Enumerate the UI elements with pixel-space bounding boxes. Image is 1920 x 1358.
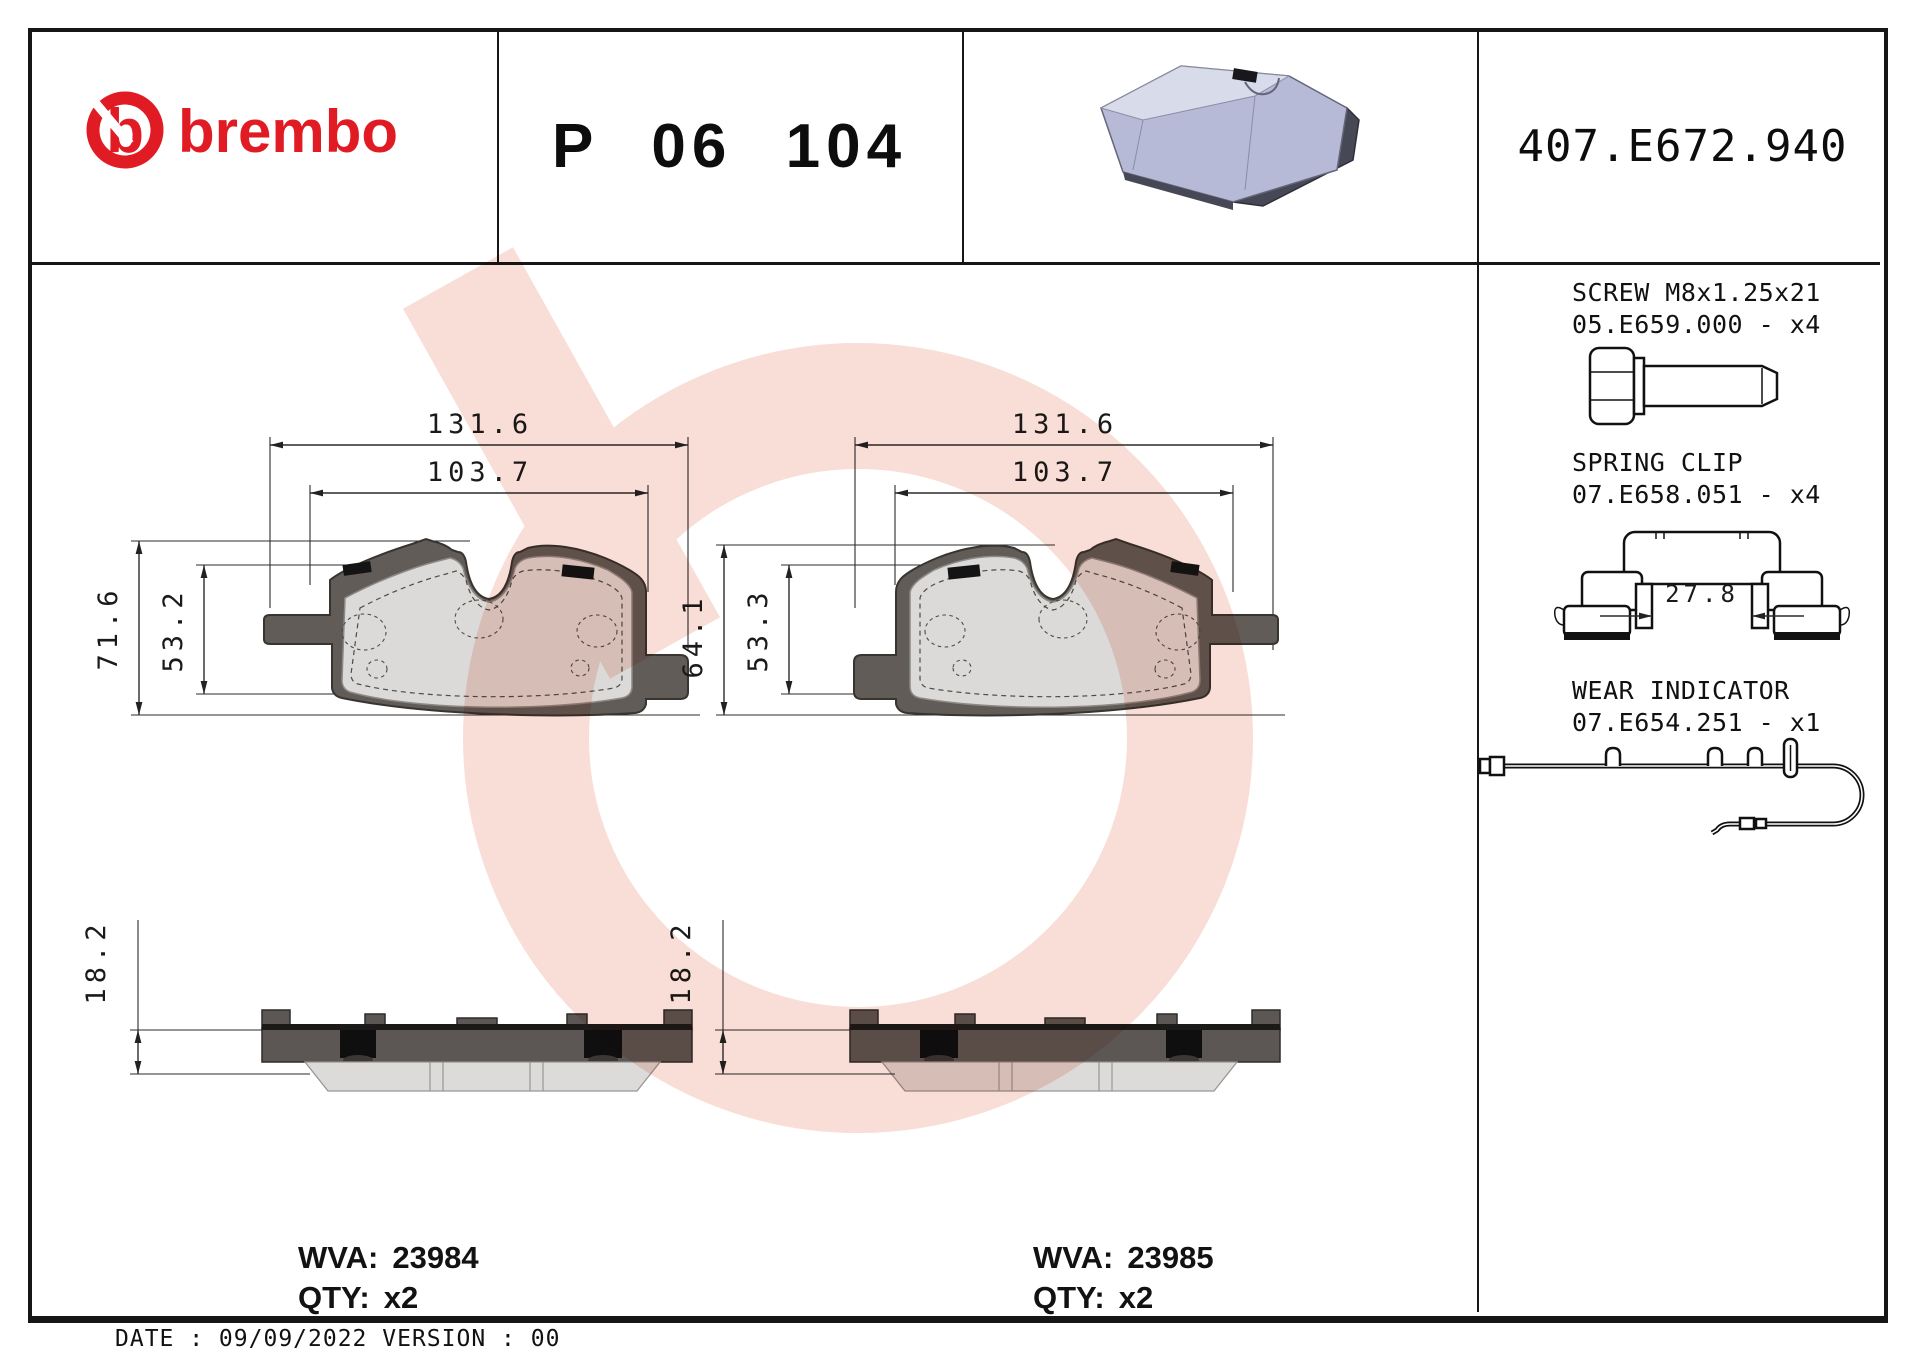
spring-clip-code: 07.E658.051 - x4 xyxy=(1572,480,1821,509)
wva-label: WVA: xyxy=(298,1240,379,1275)
partnumber-cell-divider xyxy=(962,32,964,262)
brake-pad-3d-icon xyxy=(1099,65,1360,210)
brembo-logo: b brembo xyxy=(80,78,410,187)
wva-value: 23985 xyxy=(1127,1240,1214,1275)
dim-overall-width-right: 131.6 xyxy=(1012,409,1118,440)
pad-drawing-right: 131.6 103.7 64.1 53.3 xyxy=(645,340,1345,1134)
dim-pad-width-left: 103.7 xyxy=(427,457,533,488)
screw-drawing xyxy=(1586,338,1791,442)
reference-cell: 407.E672.940 xyxy=(1477,30,1888,262)
qty-row: QTY: x2 xyxy=(298,1278,479,1318)
wva-label: WVA: xyxy=(1033,1240,1114,1275)
wva-block-right: WVA: 23985 QTY: x2 xyxy=(1033,1238,1214,1318)
dim-overall-height-right: 64.1 xyxy=(678,593,709,678)
spring-clip-title: SPRING CLIP xyxy=(1572,448,1744,477)
wva-block-left: WVA: 23984 QTY: x2 xyxy=(298,1238,479,1318)
dim-overall-width-left: 131.6 xyxy=(427,409,533,440)
screw-title: SCREW M8x1.25x21 xyxy=(1572,278,1821,307)
dim-pad-height-left: 53.2 xyxy=(158,587,189,672)
qty-value: x2 xyxy=(383,1280,419,1315)
dim-thickness-left: 18.2 xyxy=(81,919,112,1004)
dim-pad-width-right: 103.7 xyxy=(1012,457,1118,488)
brembo-logo-icon: b brembo xyxy=(84,91,398,169)
wear-indicator-drawing xyxy=(1478,733,1888,855)
dim-thickness-right: 18.2 xyxy=(666,919,697,1004)
date-version-line: DATE : 09/09/2022 VERSION : 00 xyxy=(115,1326,561,1352)
dim-overall-height-left: 71.6 xyxy=(93,585,124,670)
part-number: P 06 104 xyxy=(551,111,908,181)
sheet-border xyxy=(28,28,1888,1323)
header-divider-line xyxy=(32,262,1880,265)
pad-side-view xyxy=(261,1009,693,1092)
qty-value: x2 xyxy=(1118,1280,1154,1315)
reference-number: 407.E672.940 xyxy=(1517,120,1848,172)
wear-indicator-code: 07.E654.251 - x1 xyxy=(1572,708,1821,737)
logo-cell-divider xyxy=(497,32,499,262)
pad-side-view xyxy=(849,1009,1281,1092)
spring-clip-drawing: 27.8 xyxy=(1552,514,1852,660)
qty-row: QTY: x2 xyxy=(1033,1278,1214,1318)
part-number-cell: P 06 104 xyxy=(497,30,962,262)
wear-indicator-icon xyxy=(1478,737,1865,836)
sidebar-divider xyxy=(1477,32,1479,1312)
qty-label: QTY: xyxy=(298,1280,370,1315)
wva-row: WVA: 23984 xyxy=(298,1238,479,1278)
wear-indicator-title: WEAR INDICATOR xyxy=(1572,676,1790,705)
wva-value: 23984 xyxy=(392,1240,479,1275)
screw-code: 05.E659.000 - x4 xyxy=(1572,310,1821,339)
brand-wordmark: brembo xyxy=(178,98,398,165)
dim-pad-height-right: 53.3 xyxy=(743,587,774,672)
spring-clip-width-dim: 27.8 xyxy=(1665,580,1739,608)
spring-clip-icon: 27.8 xyxy=(1553,530,1851,640)
screw-icon xyxy=(1588,346,1779,426)
pad-3d-image xyxy=(1085,50,1380,229)
qty-label: QTY: xyxy=(1033,1280,1105,1315)
wva-row: WVA: 23985 xyxy=(1033,1238,1214,1278)
